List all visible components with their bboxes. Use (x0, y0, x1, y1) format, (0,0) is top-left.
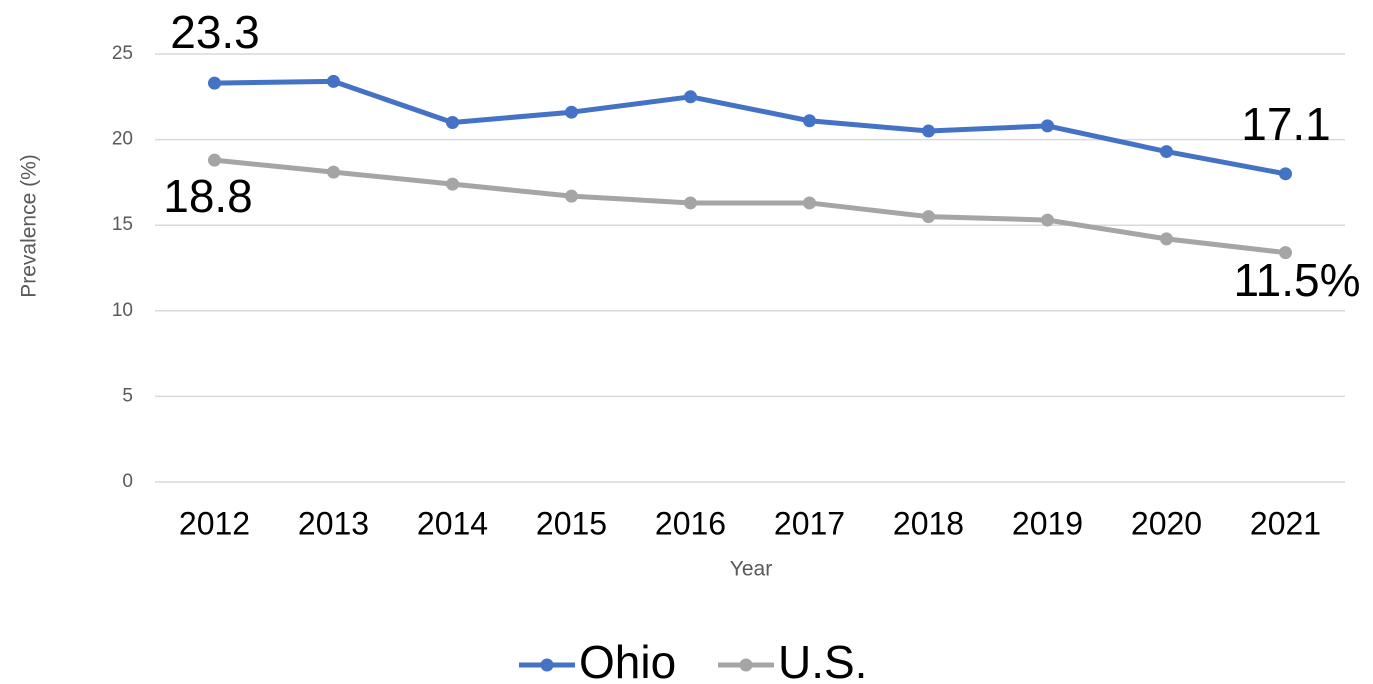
x-tick-label: 2017 (774, 505, 845, 541)
legend-label: U.S. (778, 636, 867, 684)
point (327, 165, 340, 179)
point (922, 124, 935, 138)
point (1041, 213, 1054, 227)
point (922, 210, 935, 224)
point (1160, 232, 1173, 246)
point (803, 196, 816, 210)
point (684, 90, 697, 104)
x-tick-label: 2015 (536, 505, 607, 541)
y-axis-title: Prevalence (%) (18, 154, 41, 298)
x-tick-label: 2016 (655, 505, 726, 541)
legend-marker (739, 658, 753, 672)
x-tick-label: 2021 (1250, 505, 1321, 541)
y-tick-label: 10 (112, 300, 133, 321)
x-tick-label: 2012 (179, 505, 250, 541)
x-axis-title: Year (730, 558, 772, 581)
point (1160, 145, 1173, 159)
point (208, 76, 221, 90)
annotation: 17.1 (1241, 98, 1331, 150)
annotation: 11.5% (1233, 254, 1360, 306)
y-tick-label: 5 (122, 385, 133, 406)
point (208, 153, 221, 167)
point (565, 105, 578, 119)
x-tick-label: 2020 (1131, 505, 1202, 541)
y-tick-label: 15 (112, 214, 133, 235)
x-tick-label: 2014 (417, 505, 488, 541)
y-tick-label: 25 (112, 43, 133, 64)
point (803, 114, 816, 128)
point (1279, 246, 1292, 260)
legend-marker (540, 658, 554, 672)
legend-label: Ohio (579, 636, 676, 684)
point (446, 177, 459, 191)
x-tick-label: 2019 (1012, 505, 1083, 541)
series-line (214, 157, 1286, 256)
annotation: 18.8 (163, 170, 253, 222)
point (1279, 167, 1292, 181)
annotation: 23.3 (170, 6, 260, 58)
series-line (214, 78, 1286, 177)
point (446, 115, 459, 129)
y-tick-label: 20 (112, 129, 133, 150)
x-tick-label: 2018 (893, 505, 964, 541)
x-tick-label: 2013 (298, 505, 369, 541)
point (327, 74, 340, 88)
point (684, 196, 697, 210)
y-tick-label: 0 (122, 471, 133, 492)
point (1041, 119, 1054, 133)
point (565, 189, 578, 203)
